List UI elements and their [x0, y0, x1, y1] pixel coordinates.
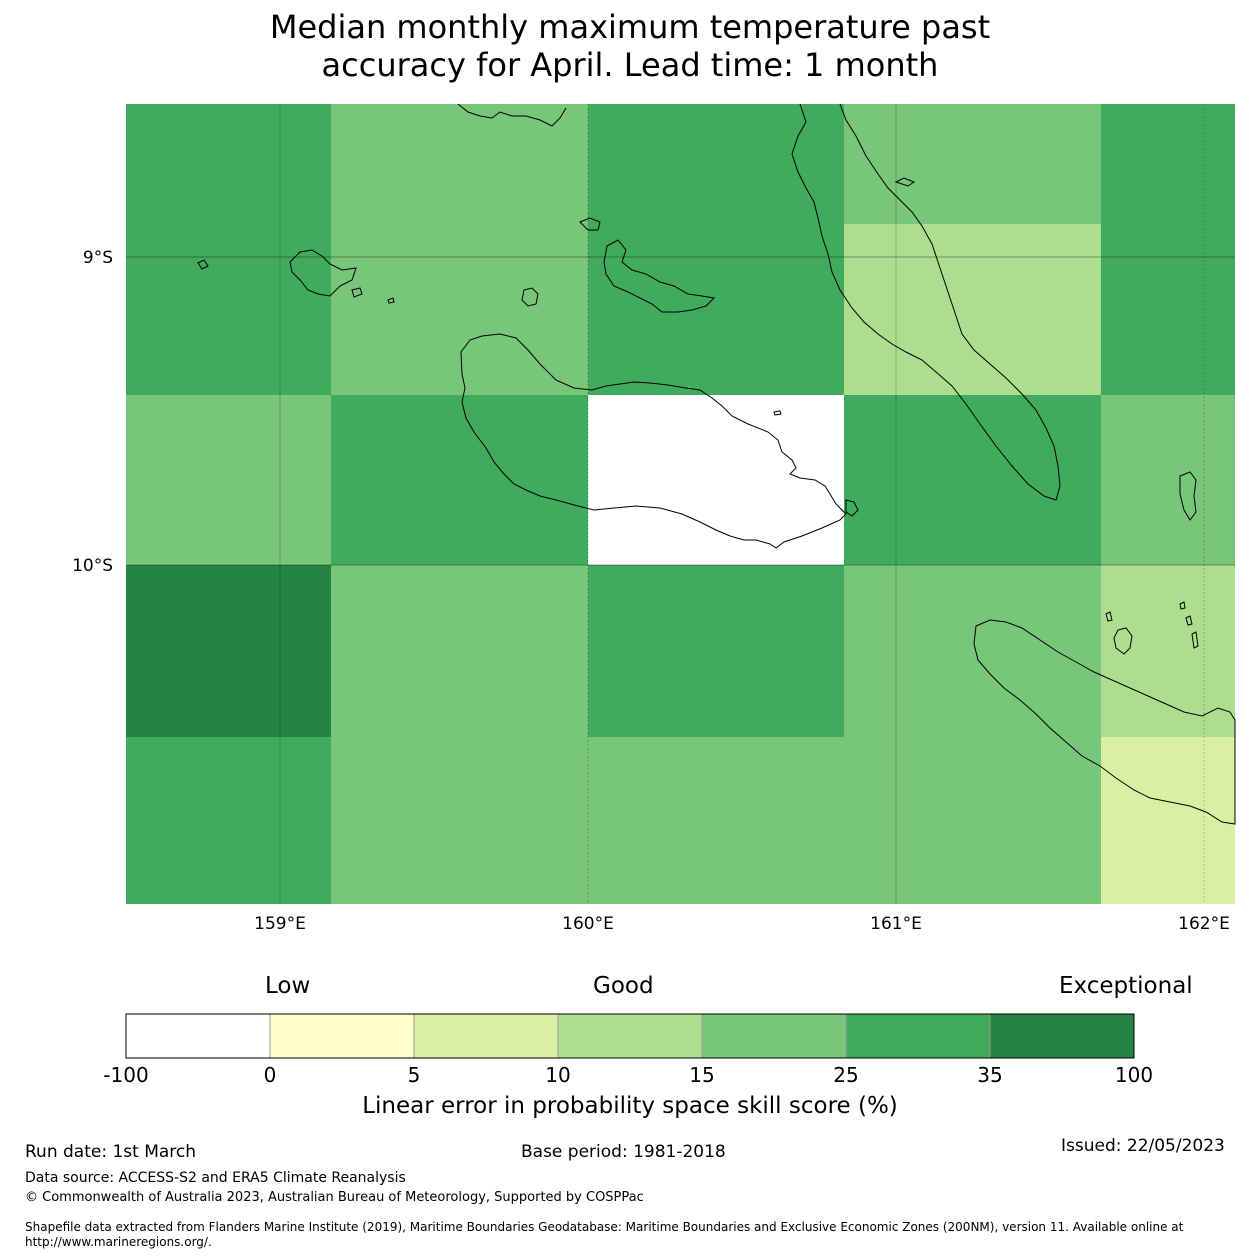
lon-label-160e: 160°E [562, 914, 614, 934]
grid-cell [844, 224, 1101, 395]
grid-cell [331, 565, 588, 737]
grid-cell [588, 224, 844, 395]
colorbar-tick: -100 [103, 1063, 149, 1087]
coastline-makira [973, 619, 1236, 825]
lon-label-159e: 159°E [254, 914, 306, 934]
grid-cell [588, 737, 844, 904]
colorbar-swatch [125, 1013, 271, 1059]
coastline-islet-tiny [387, 297, 395, 304]
grid-cell [1101, 565, 1235, 737]
coastlines [197, 103, 1236, 825]
grid-cell [588, 565, 844, 737]
coastline-malaita-west [791, 103, 1061, 501]
colorbar-swatch [701, 1013, 847, 1059]
base-period: Base period: 1981-2018 [521, 1142, 726, 1162]
grid-cell [331, 224, 588, 395]
colorbar-frame [125, 1013, 1135, 1059]
grid-cell [331, 737, 588, 904]
data-source: Data source: ACCESS-S2 and ERA5 Climate … [25, 1170, 406, 1186]
issued-date: Issued: 22/05/2023 [1061, 1136, 1225, 1156]
grid-cell [588, 395, 844, 565]
colorbar-tick: 25 [833, 1063, 859, 1087]
grid-cell [1101, 395, 1235, 565]
colorbar-swatch [989, 1013, 1135, 1059]
grid-cell [331, 395, 588, 565]
grid-cell [844, 395, 1101, 565]
grid-cell [126, 104, 331, 224]
coastline-islet-east-4 [1185, 615, 1193, 626]
coastline-ulawa [1179, 471, 1197, 521]
map-title-line-1: Median monthly maximum temperature past [269, 8, 991, 46]
coastline-guadalcanal [460, 333, 847, 549]
coastline-florida-islands [603, 239, 716, 313]
grid-cell [126, 565, 331, 737]
colorbar-tick: 0 [263, 1063, 277, 1087]
colorbar-swatch [845, 1013, 991, 1059]
coastline-islet-east-1 [1113, 627, 1133, 655]
colorbar-swatch [557, 1013, 703, 1059]
colorbar-tick: 10 [545, 1063, 571, 1087]
colorbar [125, 1013, 1135, 1059]
colorbar-category-exceptional: Exceptional [1059, 973, 1193, 999]
colorbar-swatch [269, 1013, 415, 1059]
grid-cell [588, 104, 844, 224]
coastline-islet-west [197, 259, 209, 270]
colorbar-category-good: Good [593, 973, 654, 999]
colorbar-label: Linear error in probability space skill … [362, 1093, 898, 1119]
lat-label-10s: 10°S [72, 556, 113, 576]
coastline-russell-islands [289, 249, 357, 297]
shapefile-credit-line-1: Shapefile data extracted from Flanders M… [25, 1220, 1184, 1234]
grid-cell [331, 104, 588, 224]
graticule [126, 104, 1235, 904]
grid-cell [126, 224, 331, 395]
coastline-islet-north [894, 177, 916, 187]
copyright: © Commonwealth of Australia 2023, Austra… [25, 1190, 644, 1205]
grid-cell [1101, 224, 1235, 395]
coastline-small-islet-1 [579, 217, 601, 231]
coastline-islet-4 [845, 499, 859, 517]
grid-cell [126, 737, 331, 904]
grid-cell [1101, 104, 1235, 224]
grid-cell [1101, 737, 1235, 904]
lon-label-161e: 161°E [870, 914, 922, 934]
run-date: Run date: 1st March [25, 1142, 197, 1162]
colorbar-tick: 35 [977, 1063, 1003, 1087]
coastline-islet-2 [351, 287, 363, 298]
grid-cell [844, 565, 1101, 737]
colorbar-swatch [413, 1013, 559, 1059]
colorbar-tick: 5 [407, 1063, 421, 1087]
shapefile-credit-line-2: http://www.marineregions.org/. [25, 1235, 212, 1249]
colorbar-tick: 100 [1114, 1063, 1154, 1087]
skill-score-map: 9°S 10°S 159°E 160°E 161°E 162°E [72, 103, 1236, 1059]
grid-cell [844, 737, 1101, 904]
skill-score-grid [126, 104, 1235, 904]
lat-label-9s: 9°S [83, 248, 113, 268]
grid-cell [844, 104, 1101, 224]
grid-cell [126, 395, 331, 565]
coastline-islet-east-3 [1179, 601, 1186, 610]
colorbar-tick: 15 [689, 1063, 715, 1087]
coastline-north-islets [457, 103, 567, 127]
map-title-line-2: accuracy for April. Lead time: 1 month [321, 46, 939, 84]
coastline-islet-east-2 [1105, 611, 1113, 622]
coastline-islet-3 [773, 410, 782, 416]
lon-label-162e: 162°E [1178, 914, 1230, 934]
colorbar-category-low: Low [265, 973, 311, 999]
coastline-savo [521, 287, 539, 307]
coastline-islet-east-5 [1191, 631, 1199, 649]
